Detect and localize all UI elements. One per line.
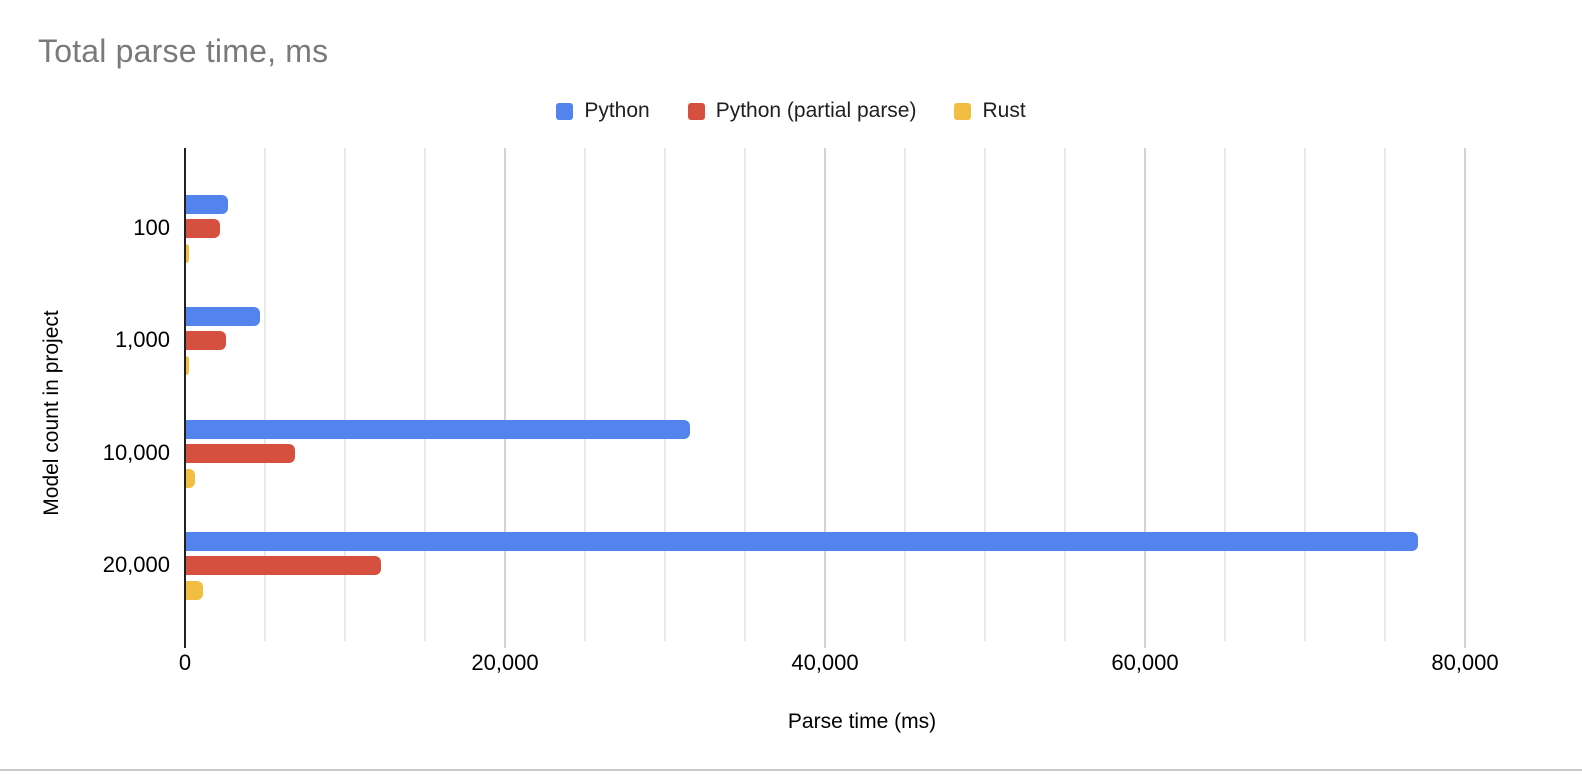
legend-label: Python (partial parse) (715, 99, 917, 122)
gridline-minor (1224, 148, 1226, 641)
y-axis-baseline (184, 148, 186, 648)
bar-rust-100[interactable] (186, 244, 189, 263)
bar-rust-20-000[interactable] (186, 581, 203, 600)
legend-swatch-python-partial-parse (687, 102, 705, 120)
bar-rust-1-000[interactable] (186, 356, 189, 375)
bar-python-100[interactable] (186, 195, 228, 214)
gridline-major (504, 148, 506, 648)
window-bottom-border (0, 769, 1582, 771)
x-tick-label-3: 60,000 (1111, 650, 1179, 675)
category-label-20-000: 20,000 (102, 552, 170, 577)
legend-swatch-rust (954, 102, 972, 120)
gridline-minor (1064, 148, 1066, 641)
legend-label: Rust (982, 99, 1026, 122)
bar-python-20-000[interactable] (186, 532, 1418, 551)
gridline-major (1464, 148, 1466, 648)
gridline-minor (424, 148, 426, 641)
gridline-minor (344, 148, 346, 641)
category-label-100: 100 (133, 215, 170, 240)
bar-rust-10-000[interactable] (186, 469, 195, 488)
gridline-minor (984, 148, 986, 641)
bar-python-partial-parse-10-000[interactable] (186, 444, 295, 463)
category-label-10-000: 10,000 (102, 440, 170, 465)
gridline-minor (584, 148, 586, 641)
gridline-major (824, 148, 826, 648)
bar-python-1-000[interactable] (186, 307, 260, 326)
legend-item-python-partial-parse[interactable]: Python (partial parse) (687, 99, 917, 123)
legend-item-python[interactable]: Python (556, 99, 650, 123)
legend-item-rust[interactable]: Rust (954, 99, 1026, 123)
x-axis-title: Parse time (ms) (787, 710, 937, 733)
legend-swatch-python (556, 102, 574, 120)
bar-python-10-000[interactable] (186, 420, 690, 439)
gridline-minor (744, 148, 746, 641)
gridline-minor (264, 148, 266, 641)
bar-python-partial-parse-100[interactable] (186, 219, 220, 238)
category-label-1-000: 1,000 (114, 327, 170, 352)
legend: Python Python (partial parse) Rust (0, 99, 1582, 123)
chart-title: Total parse time, ms (38, 33, 329, 69)
gridline-minor (904, 148, 906, 641)
gridline-major (1144, 148, 1146, 648)
x-tick-label-1: 20,000 (471, 650, 539, 675)
x-tick-label-4: 80,000 (1431, 650, 1499, 675)
legend-label: Python (584, 99, 650, 122)
x-tick-label-0: 0 (178, 650, 192, 675)
gridline-minor (1384, 148, 1386, 641)
x-tick-label-2: 40,000 (791, 650, 859, 675)
gridline-minor (664, 148, 666, 641)
bar-python-partial-parse-20-000[interactable] (186, 556, 382, 575)
bar-python-partial-parse-1-000[interactable] (186, 331, 226, 350)
gridline-minor (1304, 148, 1306, 641)
